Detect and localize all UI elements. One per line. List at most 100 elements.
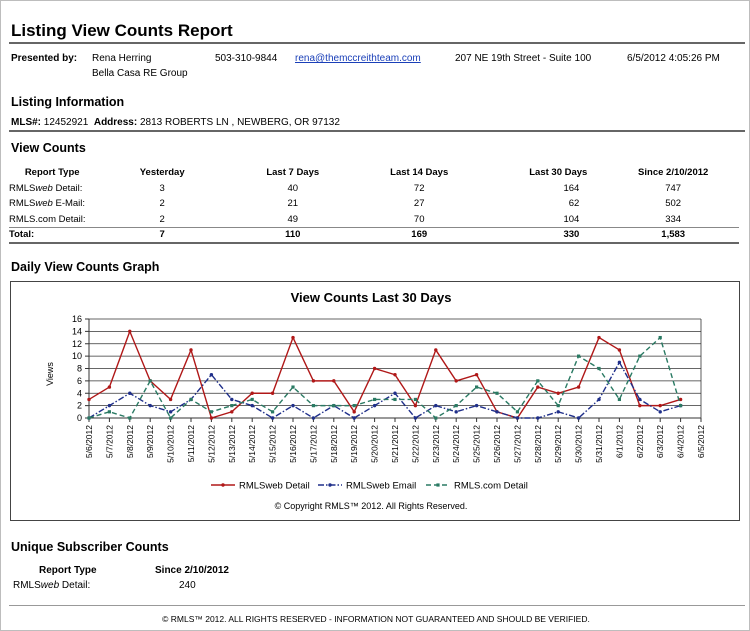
chart-grid bbox=[89, 318, 701, 419]
x-tick-label: 5/29/2012 bbox=[553, 425, 563, 463]
x-tick-label: 6/2/2012 bbox=[635, 425, 645, 458]
total-label: Total: bbox=[9, 226, 96, 244]
data-point bbox=[536, 385, 540, 389]
subscriber-col-since: Since 2/10/2012 bbox=[155, 565, 229, 576]
data-point bbox=[291, 385, 295, 389]
legend-label: RMLSweb Detail bbox=[239, 481, 310, 492]
total-last30: 330 bbox=[481, 226, 608, 244]
data-point bbox=[434, 416, 438, 420]
data-point bbox=[597, 366, 601, 371]
cell-last7: 49 bbox=[287, 213, 299, 225]
subscriber-row-value: 240 bbox=[179, 580, 196, 591]
cell-last14: 27 bbox=[413, 198, 425, 210]
agent-name: Rena Herring bbox=[92, 53, 152, 64]
listing-info-heading: Listing Information bbox=[11, 95, 125, 109]
data-point bbox=[291, 335, 295, 340]
table-header-row: Report Type Yesterday Last 7 Days Last 1… bbox=[9, 165, 739, 181]
chart-legend: RMLSweb Detail RMLSweb Email RMLS.com Deta… bbox=[211, 481, 528, 492]
data-point bbox=[332, 379, 336, 383]
y-tick-label: 16 bbox=[72, 314, 82, 324]
data-point bbox=[536, 379, 540, 383]
cell-last30: 62 bbox=[568, 198, 580, 210]
data-point bbox=[638, 403, 642, 408]
data-point bbox=[597, 397, 601, 402]
address-value: 2813 ROBERTS LN , NEWBERG, OR 97132 bbox=[139, 117, 340, 128]
col-header: Report Type bbox=[24, 167, 80, 179]
total-last7: 110 bbox=[229, 226, 357, 244]
listing-info-line: MLS#: 12452921 Address: 2813 ROBERTS LN … bbox=[11, 117, 340, 128]
data-point bbox=[332, 404, 336, 408]
y-tick-label: 14 bbox=[72, 326, 82, 336]
x-tick-label: 5/12/2012 bbox=[206, 425, 216, 463]
col-header: Last 30 Days bbox=[529, 167, 588, 179]
data-point bbox=[515, 416, 520, 420]
cell-yesterday: 2 bbox=[159, 198, 165, 210]
data-point bbox=[372, 366, 377, 371]
agency-name: Bella Casa RE Group bbox=[92, 68, 188, 79]
data-point bbox=[230, 397, 234, 402]
x-tick-label: 5/8/2012 bbox=[125, 425, 135, 458]
x-tick-label: 5/21/2012 bbox=[390, 425, 400, 463]
address-label: Address: bbox=[93, 117, 138, 128]
data-point bbox=[189, 348, 193, 352]
data-point bbox=[250, 397, 254, 402]
title-divider bbox=[9, 42, 745, 44]
x-tick-label: 5/6/2012 bbox=[84, 425, 94, 458]
x-tick-label: 5/10/2012 bbox=[166, 425, 176, 463]
data-point bbox=[230, 404, 234, 408]
data-point bbox=[678, 397, 683, 402]
row-label: RMLSweb E-Mail: bbox=[9, 198, 86, 210]
x-tick-label: 6/4/2012 bbox=[676, 425, 686, 458]
subscriber-col-type: Report Type bbox=[39, 565, 97, 576]
cell-since: 334 bbox=[665, 213, 682, 225]
data-point bbox=[271, 410, 275, 414]
data-point bbox=[556, 404, 560, 408]
data-point bbox=[638, 397, 642, 402]
agent-email-link[interactable]: rena@themccreithteam.com bbox=[295, 53, 421, 64]
data-point bbox=[107, 385, 112, 389]
series-line-0 bbox=[88, 329, 681, 419]
data-point bbox=[454, 379, 458, 383]
x-tick-label: 5/25/2012 bbox=[472, 425, 482, 463]
chart-series bbox=[87, 329, 683, 420]
cell-since: 502 bbox=[665, 198, 682, 210]
data-point bbox=[658, 410, 662, 414]
data-point bbox=[311, 416, 316, 420]
data-point bbox=[230, 410, 234, 414]
chart-axes: 0 2 4 6 8 10 12 14 16 5/6/2012 5/7/2012 5/8/2012 5/9… bbox=[72, 314, 706, 463]
data-point bbox=[107, 403, 112, 408]
data-point bbox=[352, 416, 356, 420]
data-point bbox=[128, 391, 132, 395]
data-point bbox=[515, 410, 519, 414]
data-point bbox=[475, 385, 479, 389]
x-tick-label: 5/27/2012 bbox=[512, 425, 522, 463]
presented-by-label: Presented by: bbox=[11, 53, 78, 64]
office-address: 207 NE 19th Street - Suite 100 bbox=[455, 53, 592, 64]
data-point bbox=[577, 354, 581, 358]
data-point bbox=[617, 360, 622, 365]
x-tick-label: 5/9/2012 bbox=[145, 425, 155, 458]
x-tick-label: 5/28/2012 bbox=[533, 425, 543, 463]
data-point bbox=[474, 372, 479, 377]
data-point bbox=[495, 410, 499, 414]
data-point bbox=[474, 403, 479, 408]
row-label: RMLS.com Detail: bbox=[9, 213, 86, 225]
total-last14: 169 bbox=[356, 226, 482, 244]
x-tick-label: 5/14/2012 bbox=[247, 425, 257, 463]
report-timestamp: 6/5/2012 4:05:26 PM bbox=[627, 53, 720, 64]
y-tick-label: 8 bbox=[77, 364, 82, 374]
table-row: RMLSweb Detail: 3 40 72 164 747 bbox=[9, 181, 739, 197]
y-tick-label: 6 bbox=[77, 376, 82, 386]
x-tick-label: 5/17/2012 bbox=[308, 425, 318, 463]
x-tick-label: 6/3/2012 bbox=[655, 425, 665, 458]
data-point bbox=[209, 410, 213, 414]
col-header: Last 14 Days bbox=[390, 167, 449, 179]
table-row: RMLS.com Detail: 2 49 70 104 334 bbox=[9, 212, 739, 228]
data-point bbox=[434, 403, 438, 408]
x-tick-label: 5/18/2012 bbox=[329, 425, 339, 463]
legend-label: RMLS.com Detail bbox=[454, 481, 528, 492]
row-label: RMLSweb Detail: bbox=[9, 182, 83, 194]
data-point bbox=[617, 348, 622, 352]
data-point bbox=[413, 403, 418, 408]
cell-since: 747 bbox=[665, 182, 682, 194]
